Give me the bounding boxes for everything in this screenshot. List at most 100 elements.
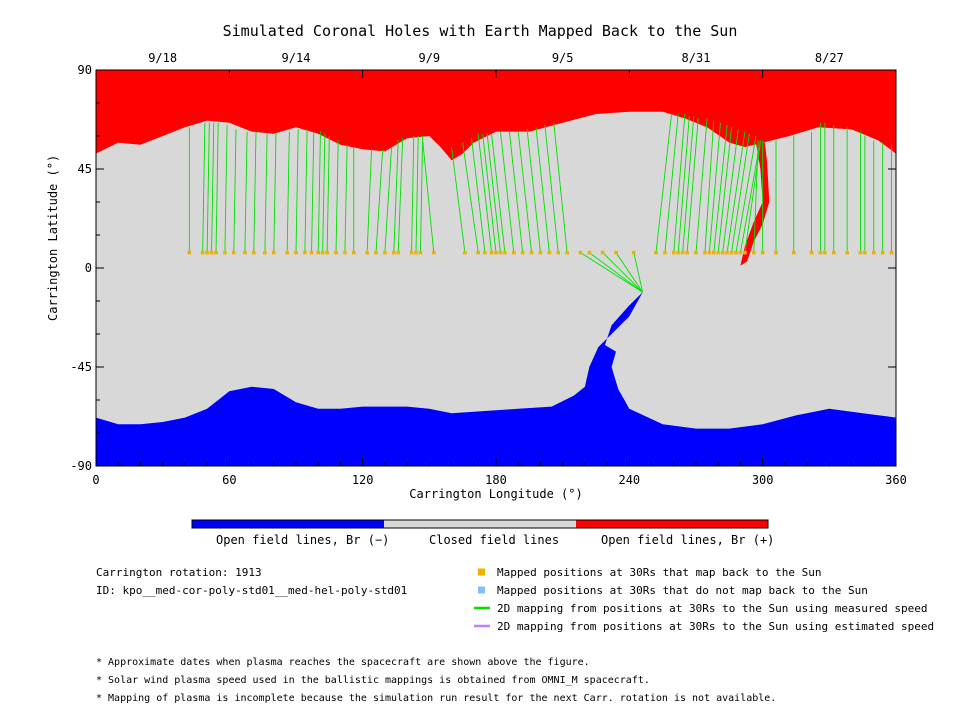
mapped-position-point bbox=[431, 250, 436, 255]
mapping-line bbox=[411, 135, 415, 253]
mapping-line bbox=[713, 124, 728, 253]
mapped-position-point bbox=[320, 250, 325, 255]
mapped-position-point bbox=[631, 250, 636, 255]
mapped-position-point bbox=[743, 250, 747, 255]
mapped-position-point bbox=[365, 250, 369, 255]
date-tick-label: 9/5 bbox=[552, 51, 574, 65]
mapping-line bbox=[664, 113, 679, 253]
note-dates: * Approximate dates when plasma reaches … bbox=[96, 657, 590, 668]
mapped-position-point bbox=[294, 250, 298, 255]
mapping-line bbox=[286, 131, 290, 253]
mapping-line bbox=[517, 131, 533, 253]
mapping-line bbox=[264, 133, 268, 253]
mapping-line bbox=[419, 135, 424, 253]
mapping-line bbox=[673, 113, 686, 253]
mapping-line bbox=[508, 131, 524, 253]
mapped-position-point bbox=[685, 250, 689, 255]
mapped-position-point bbox=[209, 250, 214, 255]
mapped-position-point bbox=[251, 250, 256, 255]
mapping-line bbox=[233, 129, 237, 253]
north-coronal-hole bbox=[96, 70, 896, 161]
run-id: ID: kpo__med-cor-poly-std01__med-hel-pol… bbox=[96, 584, 408, 597]
mapped-position-point bbox=[494, 250, 498, 255]
mapping-line bbox=[295, 129, 299, 253]
colorbar-label-negative: Open field lines, Br (−) bbox=[216, 533, 390, 547]
x-tick-label: 300 bbox=[752, 473, 774, 487]
mapped-position-point bbox=[880, 250, 885, 255]
mapped-position-point bbox=[476, 250, 481, 255]
legend-swatches bbox=[474, 568, 490, 628]
date-tick-label: 8/31 bbox=[682, 51, 711, 65]
mapped-position-point bbox=[725, 250, 729, 255]
mapping-line bbox=[544, 124, 559, 253]
mapped-position-point bbox=[271, 250, 276, 255]
mapping-line bbox=[535, 127, 550, 253]
mapping-line bbox=[677, 116, 690, 253]
x-tick-label: 120 bbox=[352, 473, 374, 487]
mapped-position-point bbox=[243, 250, 247, 255]
carrington-rotation: Carrington rotation: 1913 bbox=[96, 566, 262, 579]
mapped-position-point bbox=[671, 250, 676, 255]
mapping-line bbox=[686, 118, 699, 253]
mapped-position-point bbox=[578, 250, 583, 255]
plot-area bbox=[96, 70, 896, 466]
mapping-line bbox=[304, 129, 308, 253]
mapped-position-point bbox=[200, 250, 205, 255]
mapping-line bbox=[211, 122, 215, 253]
legend-label-estimated: 2D mapping from positions at 30Rs to the… bbox=[497, 620, 935, 633]
mapping-line bbox=[704, 120, 715, 253]
mapping-line bbox=[553, 122, 568, 253]
mapped-position-point bbox=[263, 250, 267, 255]
mapped-position-point bbox=[309, 250, 314, 255]
mapping-line bbox=[526, 129, 541, 253]
mapping-line bbox=[482, 133, 497, 253]
colorbar-frame bbox=[191, 519, 769, 529]
mapped-position-point bbox=[223, 250, 227, 255]
mapped-position-point bbox=[889, 250, 894, 255]
mapping-line bbox=[589, 252, 643, 293]
x-tick-label: 0 bbox=[92, 473, 99, 487]
mapping-line bbox=[202, 122, 206, 253]
mapping-line bbox=[695, 118, 708, 253]
mapping-line bbox=[244, 131, 248, 253]
legend-swatch-square bbox=[478, 586, 485, 594]
mapped-position-point bbox=[663, 250, 667, 255]
mapping-line bbox=[655, 113, 673, 253]
colorbar-positive bbox=[576, 520, 768, 528]
positive-hole-extension bbox=[740, 142, 770, 266]
mapping-line bbox=[477, 133, 493, 253]
mapping-line bbox=[415, 135, 419, 253]
mapped-position-point bbox=[498, 250, 503, 255]
mapped-position-point bbox=[703, 250, 707, 255]
mapping-line bbox=[726, 131, 746, 253]
mapped-position-point bbox=[325, 250, 329, 255]
mapping-line bbox=[326, 135, 330, 253]
mapping-line bbox=[422, 140, 435, 253]
south-coronal-hole bbox=[96, 292, 896, 466]
mapped-position-point bbox=[205, 250, 209, 255]
mapping-line bbox=[491, 133, 506, 253]
mapped-position-point bbox=[414, 250, 418, 255]
y-tick-label: 0 bbox=[85, 261, 92, 275]
y-tick-label: 45 bbox=[78, 162, 92, 176]
mapping-line bbox=[462, 142, 479, 253]
colorbar-negative bbox=[192, 520, 384, 528]
mapping-line bbox=[633, 252, 644, 293]
mapped-position-point bbox=[858, 250, 863, 255]
mapping-line bbox=[206, 122, 210, 253]
mapped-position-point bbox=[694, 250, 698, 255]
colorbar-closed bbox=[384, 520, 576, 528]
mapping-line bbox=[717, 127, 733, 253]
mapped-position-point bbox=[831, 250, 836, 255]
colorbar-label-closed: Closed field lines bbox=[429, 533, 560, 547]
mapped-position-point bbox=[707, 250, 712, 255]
mapping-line bbox=[311, 131, 315, 253]
y-tick-label: -90 bbox=[70, 459, 92, 473]
mapped-position-point bbox=[818, 250, 823, 255]
mapped-position-point bbox=[343, 250, 347, 255]
mapping-line bbox=[708, 122, 721, 253]
mapping-line bbox=[335, 140, 339, 253]
mapped-position-point bbox=[734, 250, 738, 255]
mapped-position-point bbox=[720, 250, 725, 255]
